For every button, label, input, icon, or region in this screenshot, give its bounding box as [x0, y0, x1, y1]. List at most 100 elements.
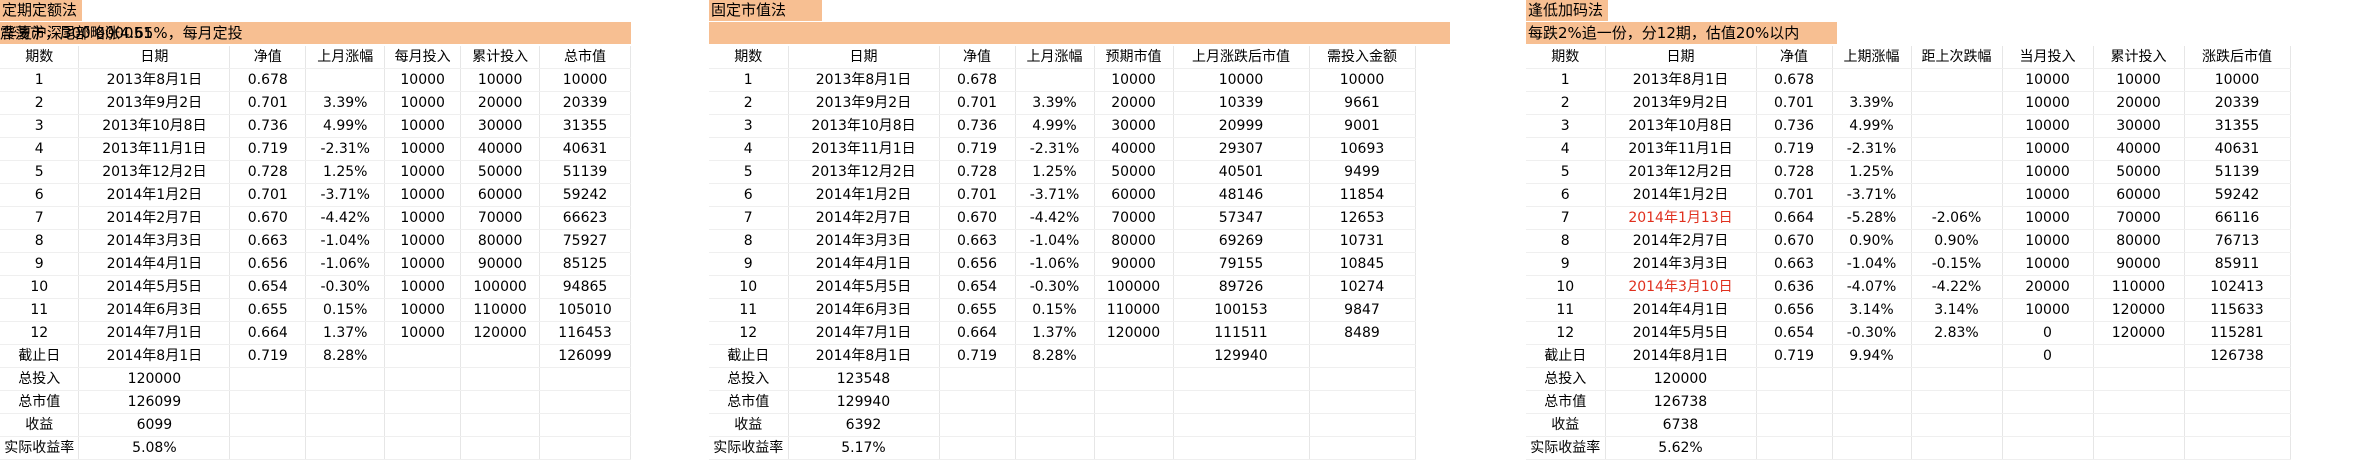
- table-cell[interactable]: 0.678: [1756, 68, 1833, 93]
- table-cell[interactable]: 2014年5月5日: [78, 275, 231, 300]
- table-cell[interactable]: 90000: [1094, 252, 1174, 277]
- empty-cell[interactable]: [1309, 390, 1416, 415]
- column-header[interactable]: 净值: [939, 46, 1016, 70]
- table-cell[interactable]: 40501: [1173, 160, 1310, 185]
- table-cell[interactable]: 2014年8月1日: [1605, 344, 1757, 369]
- table-cell[interactable]: 0.728: [1756, 160, 1833, 185]
- table-cell[interactable]: 10000: [384, 275, 462, 300]
- table-cell[interactable]: 110000: [1094, 298, 1174, 323]
- table-cell[interactable]: 2014年2月7日: [78, 206, 231, 231]
- table-cell[interactable]: [460, 344, 541, 369]
- table-cell[interactable]: 10000: [384, 252, 462, 277]
- table-cell[interactable]: 79155: [1173, 252, 1310, 277]
- column-header[interactable]: 涨跌后市值: [2184, 46, 2291, 70]
- table-cell[interactable]: 20000: [2093, 91, 2185, 116]
- table-cell[interactable]: 10000: [384, 183, 462, 208]
- empty-cell[interactable]: [384, 390, 462, 415]
- empty-cell[interactable]: [1173, 367, 1310, 392]
- table-cell[interactable]: 0.656: [939, 252, 1016, 277]
- table-cell[interactable]: 0.654: [229, 275, 307, 300]
- table-cell[interactable]: 80000: [1094, 229, 1174, 254]
- column-header[interactable]: 期数: [709, 46, 789, 70]
- table-cell[interactable]: 总投入: [0, 367, 80, 392]
- table-cell[interactable]: 10845: [1309, 252, 1416, 277]
- table-cell[interactable]: 10000: [2002, 229, 2094, 254]
- table-cell[interactable]: 0.736: [229, 114, 307, 139]
- table-cell[interactable]: 0.670: [229, 206, 307, 231]
- table-cell[interactable]: 8: [0, 229, 80, 254]
- empty-cell[interactable]: [229, 390, 307, 415]
- table-cell[interactable]: 实际收益率: [709, 436, 789, 461]
- table-cell[interactable]: 9: [709, 252, 789, 277]
- table-cell[interactable]: [1832, 68, 1912, 93]
- empty-cell[interactable]: [2002, 390, 2094, 415]
- table-cell[interactable]: 30000: [460, 114, 541, 139]
- table-cell[interactable]: 0.664: [229, 321, 307, 346]
- empty-cell[interactable]: [2093, 390, 2185, 415]
- table-cell[interactable]: 105010: [539, 298, 631, 323]
- table-cell[interactable]: 3: [709, 114, 789, 139]
- table-cell[interactable]: 6099: [78, 413, 231, 438]
- table-cell[interactable]: 1.25%: [1832, 160, 1912, 185]
- empty-cell[interactable]: [1173, 436, 1310, 461]
- table-cell[interactable]: 0.701: [1756, 183, 1833, 208]
- table-cell[interactable]: 30000: [1094, 114, 1174, 139]
- table-cell[interactable]: 0.670: [939, 206, 1016, 231]
- table-cell[interactable]: -3.71%: [1015, 183, 1095, 208]
- table-cell[interactable]: -4.42%: [305, 206, 386, 231]
- table-cell[interactable]: 10000: [384, 160, 462, 185]
- empty-cell[interactable]: [229, 367, 307, 392]
- table-cell[interactable]: 20000: [2002, 275, 2094, 300]
- table-cell[interactable]: 10000: [539, 68, 631, 93]
- empty-cell[interactable]: [1094, 367, 1174, 392]
- empty-cell[interactable]: [1173, 413, 1310, 438]
- empty-cell[interactable]: [2184, 390, 2291, 415]
- table-cell[interactable]: 0.719: [1756, 137, 1833, 162]
- table-cell[interactable]: 5: [1526, 160, 1606, 185]
- table-cell[interactable]: [2093, 344, 2185, 369]
- table-cell[interactable]: 129940: [1173, 344, 1310, 369]
- table-cell[interactable]: 12: [709, 321, 789, 346]
- table-cell[interactable]: 120000: [1094, 321, 1174, 346]
- column-header[interactable]: 日期: [78, 46, 231, 70]
- empty-cell[interactable]: [1756, 413, 1833, 438]
- table-cell[interactable]: 0.719: [939, 344, 1016, 369]
- empty-cell[interactable]: [1756, 436, 1833, 461]
- table-cell[interactable]: 0.90%: [1832, 229, 1912, 254]
- table-cell[interactable]: 0.701: [229, 183, 307, 208]
- table-cell[interactable]: 48146: [1173, 183, 1310, 208]
- table-cell[interactable]: 2013年11月1日: [78, 137, 231, 162]
- table-cell[interactable]: 0.736: [939, 114, 1016, 139]
- empty-cell[interactable]: [1756, 367, 1833, 392]
- table-cell[interactable]: 10000: [2002, 137, 2094, 162]
- table-cell[interactable]: 2013年8月1日: [1605, 68, 1757, 93]
- table-cell[interactable]: 6738: [1605, 413, 1757, 438]
- table-cell[interactable]: 1.25%: [305, 160, 386, 185]
- table-cell[interactable]: 2014年6月3日: [78, 298, 231, 323]
- table-cell[interactable]: 12: [0, 321, 80, 346]
- table-cell[interactable]: 2014年2月7日: [788, 206, 940, 231]
- table-cell[interactable]: 4.99%: [305, 114, 386, 139]
- table-cell[interactable]: 10: [1526, 275, 1606, 300]
- table-cell[interactable]: 50000: [460, 160, 541, 185]
- table-cell[interactable]: 102413: [2184, 275, 2291, 300]
- empty-cell[interactable]: [939, 413, 1016, 438]
- empty-cell[interactable]: [1015, 367, 1095, 392]
- table-cell[interactable]: 20339: [539, 91, 631, 116]
- table-cell[interactable]: 60000: [1094, 183, 1174, 208]
- table-cell[interactable]: 2013年10月8日: [788, 114, 940, 139]
- table-cell[interactable]: 1: [709, 68, 789, 93]
- table-cell[interactable]: 10: [709, 275, 789, 300]
- table-cell[interactable]: 9499: [1309, 160, 1416, 185]
- table-cell[interactable]: 120000: [2093, 321, 2185, 346]
- table-cell[interactable]: 10000: [384, 91, 462, 116]
- table-cell[interactable]: 0.678: [939, 68, 1016, 93]
- table-cell[interactable]: [1911, 114, 2003, 139]
- table-cell[interactable]: 20000: [460, 91, 541, 116]
- table-cell[interactable]: 1: [0, 68, 80, 93]
- table-cell[interactable]: 2014年8月1日: [788, 344, 940, 369]
- section-title[interactable]: 定期定额法: [0, 0, 82, 21]
- empty-cell[interactable]: [1094, 413, 1174, 438]
- table-cell[interactable]: 20339: [2184, 91, 2291, 116]
- empty-cell[interactable]: [229, 413, 307, 438]
